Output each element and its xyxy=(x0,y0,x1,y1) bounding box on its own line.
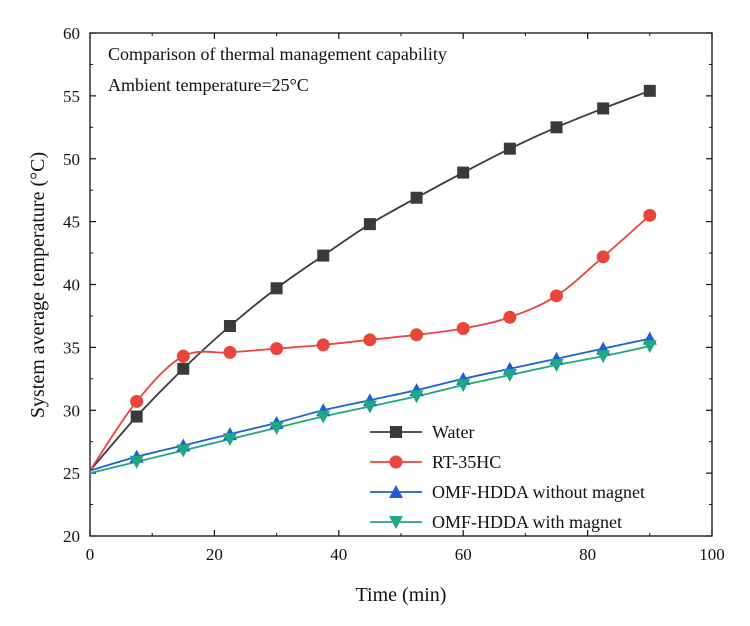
series-0-point xyxy=(457,166,470,179)
series-3-point xyxy=(642,340,657,354)
series-1-point xyxy=(596,250,610,264)
series-0-point xyxy=(130,410,143,423)
series-0-point xyxy=(223,319,236,332)
legend-label-0: Water xyxy=(432,422,475,442)
series-1-point xyxy=(223,345,237,359)
series-0-point xyxy=(643,84,656,97)
series-1-point xyxy=(130,394,144,408)
series-1-point xyxy=(363,333,377,347)
x-tick-label: 60 xyxy=(455,545,472,564)
y-tick-label: 55 xyxy=(63,87,80,106)
series-0-point xyxy=(597,102,610,115)
series-3-point xyxy=(129,455,144,469)
y-tick-label: 20 xyxy=(63,527,80,546)
series-3-point xyxy=(316,410,331,424)
series-0-point xyxy=(503,142,516,155)
series-3-point xyxy=(269,421,284,435)
y-tick-label: 30 xyxy=(63,401,80,420)
x-tick-label: 100 xyxy=(699,545,725,564)
x-tick-label: 40 xyxy=(330,545,347,564)
series-3-point xyxy=(409,390,424,404)
series-1-point xyxy=(410,328,424,342)
x-tick-label: 80 xyxy=(579,545,596,564)
y-tick-label: 45 xyxy=(63,213,80,232)
series-1-point xyxy=(176,349,190,363)
x-tick-label: 20 xyxy=(206,545,223,564)
y-tick-label: 35 xyxy=(63,338,80,357)
series-0-point xyxy=(270,282,283,295)
series-0-point xyxy=(363,218,376,231)
y-tick-label: 40 xyxy=(63,276,80,295)
x-axis-title: Time (min) xyxy=(356,584,447,606)
axes-layer: 0 20 40 60 80 100 20 25 30 35 40 45 50 55 60 xyxy=(63,24,725,564)
legend: Water RT-35HC OMF-HDDA without magnet OMF-H… xyxy=(370,422,645,532)
series-1-point xyxy=(270,342,284,356)
y-tick-label: 25 xyxy=(63,464,80,483)
series-0-point xyxy=(177,362,190,375)
series-3-point xyxy=(176,444,191,458)
legend-label-3: OMF-HDDA with magnet xyxy=(432,512,622,532)
series-line-0 xyxy=(89,90,651,472)
series-0-point xyxy=(410,191,423,204)
series-3-point xyxy=(549,358,564,372)
series-3-point xyxy=(596,350,611,364)
series-3-point xyxy=(502,369,517,383)
y-tick-label: 60 xyxy=(63,24,80,43)
series-markers-layer xyxy=(129,84,657,469)
series-1-point xyxy=(456,322,470,336)
legend-marker-1 xyxy=(389,455,403,469)
annotation-title: Comparison of thermal management capabil… xyxy=(108,44,447,64)
series-1-point xyxy=(643,208,657,222)
legend-marker-3 xyxy=(389,516,403,529)
legend-marker-0 xyxy=(390,426,402,438)
legend-label-1: RT-35HC xyxy=(432,452,501,472)
series-lines-layer xyxy=(89,90,651,474)
annotation-ambient: Ambient temperature=25°C xyxy=(108,75,309,95)
x-tick-label: 0 xyxy=(86,545,95,564)
legend-label-2: OMF-HDDA without magnet xyxy=(432,482,645,502)
series-3-point xyxy=(222,433,237,447)
y-axis-title: System average temperature (°C) xyxy=(27,152,49,418)
legend-marker-2 xyxy=(389,485,403,498)
series-1-point xyxy=(316,338,330,352)
y-tick-label: 50 xyxy=(63,150,80,169)
series-1-point xyxy=(550,289,563,303)
series-0-point xyxy=(550,121,563,134)
series-3-point xyxy=(362,400,377,414)
series-3-point xyxy=(456,379,471,393)
series-1-point xyxy=(503,310,517,324)
series-0-point xyxy=(317,249,330,262)
